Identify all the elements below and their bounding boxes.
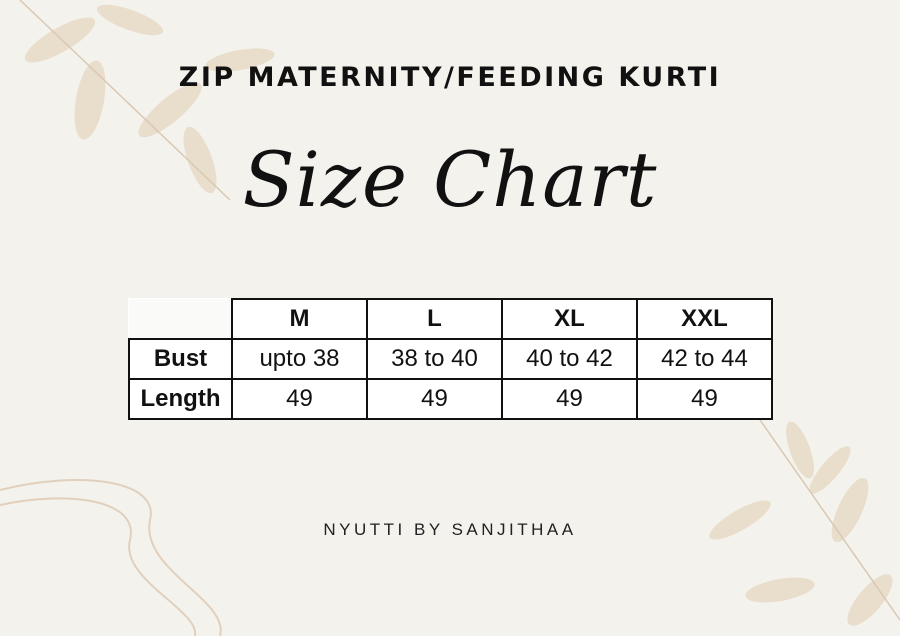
table-cell: 38 to 40 bbox=[366, 338, 503, 380]
row-header: Length bbox=[128, 378, 233, 420]
size-chart-heading: Size Chart bbox=[242, 135, 658, 224]
table-cell: 49 bbox=[501, 378, 638, 420]
size-chart-table: M L XL XXL Bust upto 38 38 to 40 40 to 4… bbox=[128, 298, 773, 420]
table-cell: 40 to 42 bbox=[501, 338, 638, 380]
column-header: L bbox=[366, 298, 503, 340]
column-header: XL bbox=[501, 298, 638, 340]
corner-cell bbox=[129, 299, 233, 340]
table-cell: 49 bbox=[366, 378, 503, 420]
brand-name: NYUTTI BY SANJITHAA bbox=[323, 520, 577, 539]
table-row: Bust upto 38 38 to 40 40 to 42 42 to 44 bbox=[128, 338, 773, 380]
table-cell: 49 bbox=[636, 378, 773, 420]
table-row: Length 49 49 49 49 bbox=[128, 378, 773, 420]
column-header: XXL bbox=[636, 298, 773, 340]
column-header: M bbox=[231, 298, 368, 340]
table-header-row: M L XL XXL bbox=[129, 298, 773, 340]
table-cell: 49 bbox=[231, 378, 368, 420]
table-cell: upto 38 bbox=[231, 338, 368, 380]
table-cell: 42 to 44 bbox=[636, 338, 773, 380]
row-header: Bust bbox=[128, 338, 233, 380]
page-title: ZIP MATERNITY/FEEDING KURTI bbox=[178, 62, 722, 93]
